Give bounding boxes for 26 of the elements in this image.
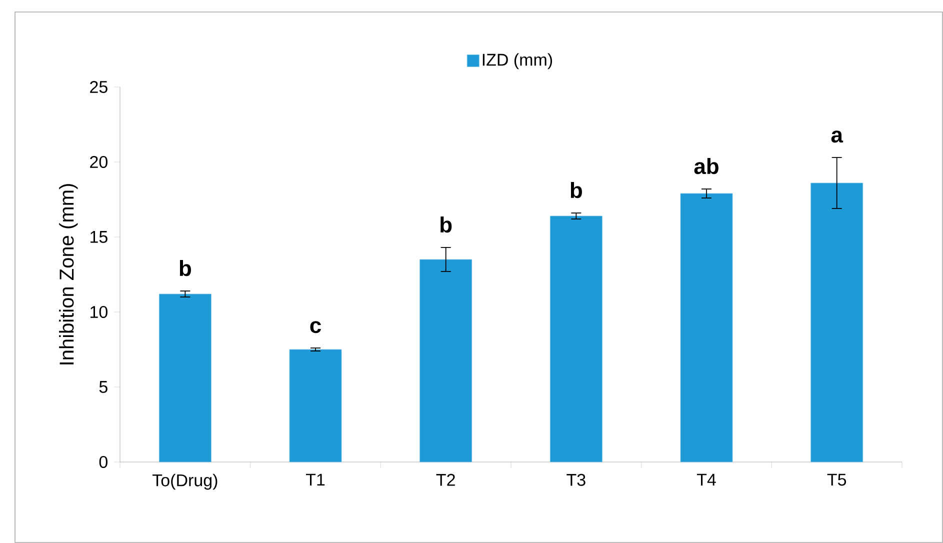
annotation: b [570, 182, 582, 198]
y-axis-title: Inhibition Zone (mm) [59, 184, 78, 364]
annotation: b [440, 216, 452, 233]
y-tick-label: 20 [90, 156, 108, 168]
y-tick-label: 10 [90, 306, 108, 318]
x-tick-label: T3 [566, 474, 586, 486]
annotation: a [831, 130, 844, 143]
bar [680, 193, 733, 462]
x-tick-label: T2 [436, 474, 455, 486]
x-tick-label: T1 [306, 474, 325, 486]
y-tick-label: 25 [90, 80, 108, 94]
y-tick-label: 0 [99, 456, 108, 468]
x-tick-label: T5 [827, 474, 846, 486]
bar [289, 349, 342, 462]
legend-label: IZD (mm) [482, 53, 552, 70]
annotation: ab [694, 158, 718, 174]
bar [810, 182, 864, 462]
annotation: c [310, 321, 321, 334]
x-tick-label: To(Drug) [152, 474, 218, 490]
y-tick-label: 5 [99, 381, 108, 393]
y-tick-label: 15 [90, 231, 108, 243]
bar [550, 216, 602, 462]
bar [158, 294, 212, 462]
bar [420, 259, 472, 462]
x-tick-label: T4 [696, 474, 716, 486]
annotation: b [180, 260, 191, 276]
